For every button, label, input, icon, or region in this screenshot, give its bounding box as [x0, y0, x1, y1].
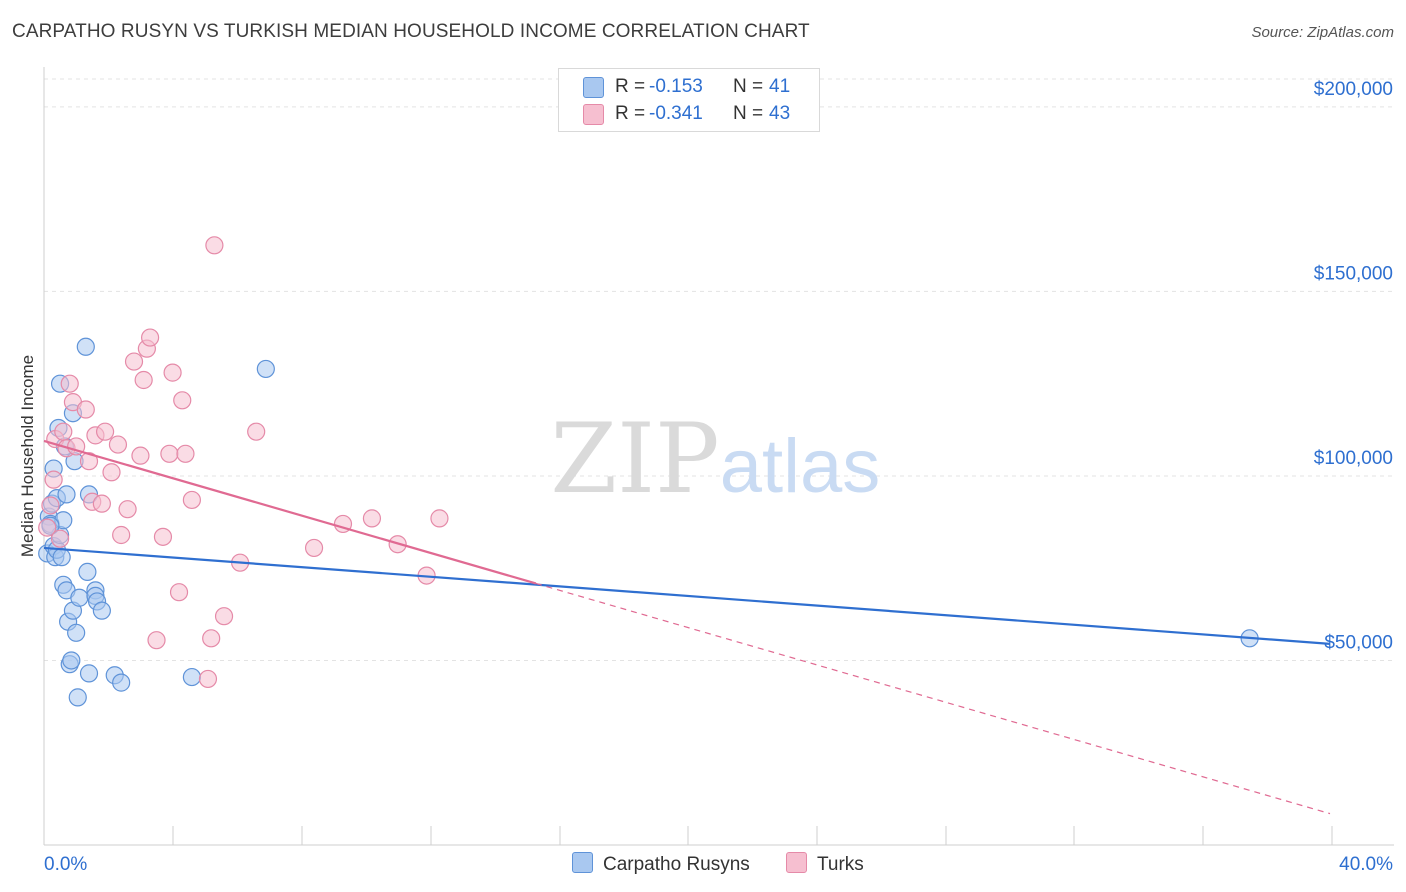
point-turk — [76, 400, 95, 419]
point-carpatho-rusyn — [182, 667, 201, 687]
point-carpatho-rusyn — [76, 337, 95, 356]
y-tick-label: $200,000 — [1314, 79, 1393, 100]
point-turk — [134, 370, 153, 390]
x-tick-label: 40.0% — [1339, 854, 1393, 875]
point-turk — [44, 470, 63, 489]
point-carpatho-rusyn — [92, 601, 111, 620]
tick-labels: $50,000 $100,000 $150,000 $200,000 0.0% 40.0% — [44, 79, 1393, 875]
point-turk — [182, 490, 201, 510]
point-turk — [118, 500, 137, 519]
point-turk — [169, 583, 189, 602]
legend-r-value: -0.341 — [649, 103, 703, 124]
point-turk — [108, 435, 128, 454]
point-turk — [41, 496, 60, 515]
x-tick-label: 0.0% — [44, 854, 87, 875]
point-carpatho-rusyn — [68, 688, 87, 707]
point-turk — [214, 607, 234, 626]
point-turk — [362, 509, 382, 528]
point-turk — [176, 444, 195, 463]
bottom-legend-swatch-pink — [786, 852, 807, 873]
bottom-legend-carpatho-rusyns[interactable]: Carpatho Rusyns — [572, 852, 750, 876]
axes — [43, 67, 1394, 846]
bottom-legend-label: Carpatho Rusyns — [603, 854, 750, 875]
point-turk — [124, 352, 144, 371]
legend-r-value: -0.153 — [649, 76, 703, 97]
point-carpatho-rusyn — [62, 651, 81, 670]
bottom-legend-swatch-blue — [572, 852, 593, 873]
point-turk — [304, 538, 324, 558]
legend-n-value: 43 — [769, 103, 791, 124]
point-turk — [38, 518, 57, 537]
trend-line-turks — [43, 439, 537, 585]
y-tick-label: $150,000 — [1314, 263, 1393, 284]
legend-swatch-blue — [583, 77, 604, 98]
legend-n-label: N = — [733, 76, 764, 97]
correlation-legend: R = -0.153 N = 41 R = -0.341 N = 43 — [558, 68, 820, 132]
trend-line-carpatho-rusyns — [43, 546, 1331, 645]
point-turk — [160, 444, 179, 463]
point-turk — [247, 422, 266, 441]
trend-lines — [43, 439, 1331, 815]
point-carpatho-rusyn — [52, 548, 71, 567]
legend-r-label: R = — [615, 103, 646, 124]
chart-title: CARPATHO RUSYN VS TURKISH MEDIAN HOUSEHO… — [12, 21, 810, 42]
source-credit: Source: ZipAtlas.com — [1251, 24, 1394, 41]
legend-r-label: R = — [615, 76, 646, 97]
point-turk — [140, 328, 160, 347]
legend-n-label: N = — [733, 103, 764, 124]
point-turk — [202, 629, 221, 648]
point-turk — [102, 463, 121, 482]
point-carpatho-rusyn — [256, 359, 275, 379]
point-turk — [147, 631, 166, 650]
point-carpatho-rusyn — [70, 588, 89, 607]
trend-line-turks-extrapolated — [535, 582, 1331, 815]
data-points — [38, 236, 1259, 707]
point-turk — [173, 391, 192, 410]
point-turk — [54, 422, 73, 441]
legend-swatch-pink — [583, 104, 604, 125]
point-carpatho-rusyn — [57, 485, 76, 504]
point-turk — [153, 527, 173, 546]
point-turk — [92, 494, 111, 513]
point-turk — [131, 446, 150, 465]
point-carpatho-rusyn — [78, 562, 97, 582]
y-tick-label: $100,000 — [1314, 448, 1393, 469]
legend-n-value: 41 — [769, 76, 791, 97]
point-carpatho-rusyn — [67, 623, 86, 642]
point-turk — [430, 509, 449, 528]
point-turk — [198, 669, 218, 689]
point-carpatho-rusyn — [79, 664, 99, 683]
point-turk — [205, 236, 224, 255]
point-turk — [60, 374, 79, 393]
gridlines — [44, 78, 1394, 661]
point-turk — [112, 525, 131, 545]
bottom-legend-turks[interactable]: Turks — [786, 852, 864, 876]
point-turk — [79, 452, 99, 471]
watermark-atlas: atlas — [720, 424, 881, 509]
bottom-legend-label: Turks — [817, 854, 864, 875]
point-carpatho-rusyn — [112, 673, 131, 692]
point-turk — [95, 422, 115, 441]
point-turk — [163, 363, 182, 382]
point-turk — [50, 529, 70, 548]
watermark-zip: ZIP — [550, 403, 719, 515]
y-tick-label: $50,000 — [1324, 632, 1393, 653]
